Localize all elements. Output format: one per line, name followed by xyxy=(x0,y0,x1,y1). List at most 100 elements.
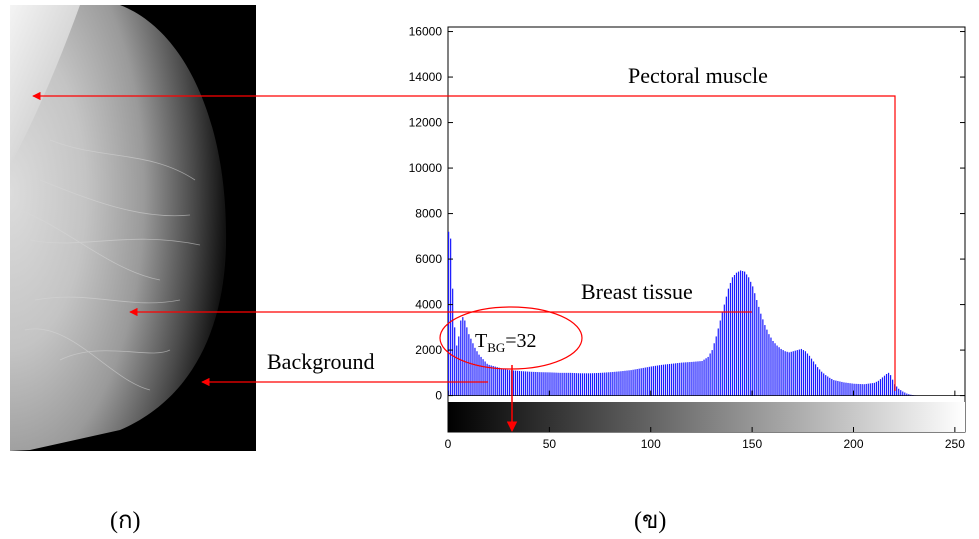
histogram-bar xyxy=(730,283,731,396)
histogram-bar xyxy=(655,366,656,396)
histogram-bar xyxy=(515,371,516,396)
histogram-bar xyxy=(531,372,532,396)
y-tick-label: 0 xyxy=(435,389,442,403)
histogram-bar xyxy=(756,300,757,396)
histogram-bar xyxy=(596,373,597,396)
histogram-bar xyxy=(677,363,678,396)
histogram-bar xyxy=(610,372,611,395)
histogram-bar xyxy=(829,378,830,396)
histogram-bar xyxy=(628,370,629,395)
histogram-bar xyxy=(553,373,554,396)
histogram-bar xyxy=(734,275,735,396)
histogram-bar xyxy=(513,370,514,395)
histogram-bar xyxy=(833,380,834,395)
histogram-bar xyxy=(697,361,698,395)
histogram-bar xyxy=(787,352,788,396)
histogram-bar xyxy=(519,371,520,396)
histogram-bar xyxy=(618,371,619,395)
histogram-bars xyxy=(448,232,918,396)
histogram-bar xyxy=(791,352,792,396)
histogram-bar xyxy=(831,379,832,396)
histogram-bar xyxy=(468,334,469,395)
histogram-bar xyxy=(699,361,700,395)
y-tick-label: 12000 xyxy=(409,116,443,130)
histogram-bar xyxy=(612,372,613,396)
histogram-bar xyxy=(716,336,717,395)
histogram-bar xyxy=(588,373,589,395)
histogram-bar xyxy=(620,371,621,395)
histogram-bar xyxy=(667,364,668,395)
histogram-bar xyxy=(843,382,844,395)
histogram-bar xyxy=(819,369,820,395)
histogram-bar xyxy=(675,363,676,395)
histogram-bar xyxy=(750,282,751,396)
histogram-bar xyxy=(797,350,798,396)
histogram-bar xyxy=(815,364,816,395)
histogram-bar xyxy=(776,346,777,396)
histogram-bar xyxy=(896,386,897,395)
histogram-bar xyxy=(691,362,692,396)
histogram-bar xyxy=(464,321,465,396)
histogram-bar xyxy=(649,367,650,396)
histogram-bar xyxy=(783,350,784,396)
y-tick-label: 6000 xyxy=(415,252,442,266)
histogram-bar xyxy=(657,366,658,396)
histogram-bar xyxy=(665,364,666,395)
histogram-bar xyxy=(523,371,524,395)
histogram-bar xyxy=(543,372,544,395)
histogram-bar xyxy=(641,368,642,395)
histogram-bar xyxy=(714,343,715,395)
histogram-bar xyxy=(604,373,605,396)
histogram-bar xyxy=(752,286,753,395)
histogram-bar xyxy=(754,293,755,395)
histogram-bar xyxy=(456,346,457,396)
histogram-bar xyxy=(904,393,905,396)
right-panel-caption: (ข) xyxy=(634,500,666,539)
histogram-bar xyxy=(740,270,741,395)
histogram-bar xyxy=(653,366,654,395)
histogram-bar xyxy=(803,350,804,396)
histogram-bar xyxy=(703,360,704,396)
histogram-bar xyxy=(708,357,709,396)
histogram-bar xyxy=(503,369,504,396)
histogram-bar xyxy=(811,359,812,396)
histogram-bar xyxy=(643,368,644,396)
histogram-bar xyxy=(837,381,838,396)
histogram-bar xyxy=(813,361,814,395)
x-tick-label: 250 xyxy=(945,437,965,451)
histogram-bar xyxy=(890,375,891,395)
histogram-bar xyxy=(450,239,451,396)
histogram-bar xyxy=(570,373,571,396)
histogram-bar xyxy=(772,341,773,396)
histogram-bar xyxy=(799,350,800,396)
histogram-bar xyxy=(474,348,475,396)
histogram-bar xyxy=(744,272,745,396)
histogram-bar xyxy=(476,351,477,395)
histogram-bar xyxy=(710,354,711,396)
histogram-bar xyxy=(845,383,846,396)
histogram-bar xyxy=(693,362,694,396)
histogram-bar xyxy=(841,382,842,396)
histogram-bar xyxy=(448,232,449,396)
histogram-bar xyxy=(637,369,638,396)
histogram-bar xyxy=(900,390,901,395)
histogram-bar xyxy=(673,364,674,396)
histogram-bar xyxy=(671,364,672,396)
histogram-bar xyxy=(572,373,573,396)
histogram-bar xyxy=(489,365,490,396)
histogram-bar xyxy=(580,373,581,395)
histogram-bar xyxy=(876,382,877,396)
histogram-bar xyxy=(718,328,719,395)
histogram-bar xyxy=(766,330,767,396)
histogram-bar xyxy=(525,371,526,395)
y-tick-label: 8000 xyxy=(415,207,442,221)
histogram-bar xyxy=(606,372,607,395)
histogram-bar xyxy=(555,373,556,396)
histogram-bar xyxy=(738,272,739,396)
histogram-bar xyxy=(566,373,567,396)
histogram-bar xyxy=(795,351,796,396)
histogram-bar xyxy=(764,325,765,396)
histogram-bar xyxy=(868,384,869,396)
histogram-bar xyxy=(505,369,506,395)
